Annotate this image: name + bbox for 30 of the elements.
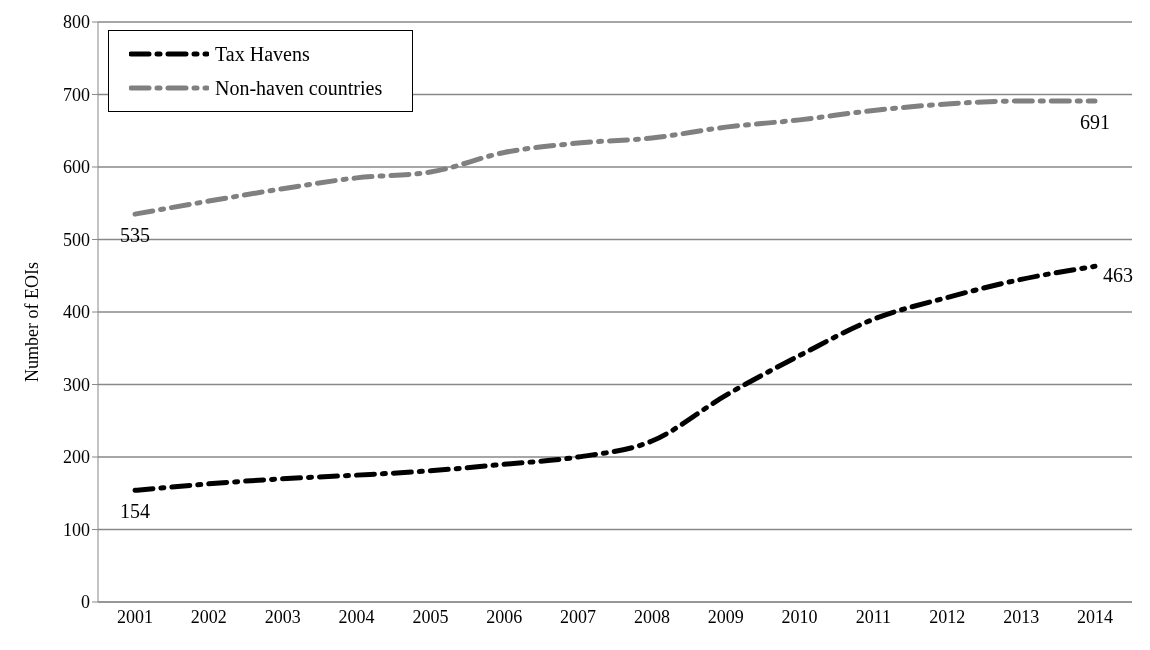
x-tick-label: 2002 — [190, 606, 227, 627]
y-tick-label: 0 — [81, 592, 90, 613]
x-tick-label: 2006 — [486, 606, 523, 627]
data-label: 691 — [1080, 111, 1110, 134]
x-tick-label: 2007 — [560, 606, 597, 627]
x-tick-label: 2012 — [929, 606, 966, 627]
y-tick-label: 600 — [63, 157, 90, 178]
y-tick-label: 800 — [63, 12, 90, 33]
x-tick-label: 2011 — [855, 606, 892, 627]
x-tick-label: 2009 — [707, 606, 744, 627]
y-tick-label: 300 — [63, 374, 90, 395]
y-axis-title: Number of EOIs — [22, 262, 43, 382]
legend-label: Tax Havens — [215, 42, 310, 66]
x-tick-label: 2014 — [1077, 606, 1113, 627]
x-tick-label: 2010 — [781, 606, 818, 627]
x-tick-label: 2001 — [117, 606, 153, 627]
y-tick-label: 200 — [63, 447, 90, 468]
x-tick-label: 2005 — [412, 606, 449, 627]
x-tick-label: 2003 — [264, 606, 301, 627]
data-label: 535 — [120, 224, 150, 247]
y-tick-label: 700 — [63, 84, 90, 105]
data-label: 154 — [120, 500, 150, 523]
y-tick-label: 100 — [63, 519, 90, 540]
x-tick-label: 2004 — [338, 606, 375, 627]
y-tick-label: 500 — [63, 229, 90, 250]
data-label: 463 — [1103, 264, 1133, 287]
legend-label: Non-haven countries — [215, 76, 383, 100]
y-tick-label: 400 — [63, 302, 90, 323]
x-tick-label: 2013 — [1003, 606, 1040, 627]
x-tick-label: 2008 — [633, 606, 670, 627]
